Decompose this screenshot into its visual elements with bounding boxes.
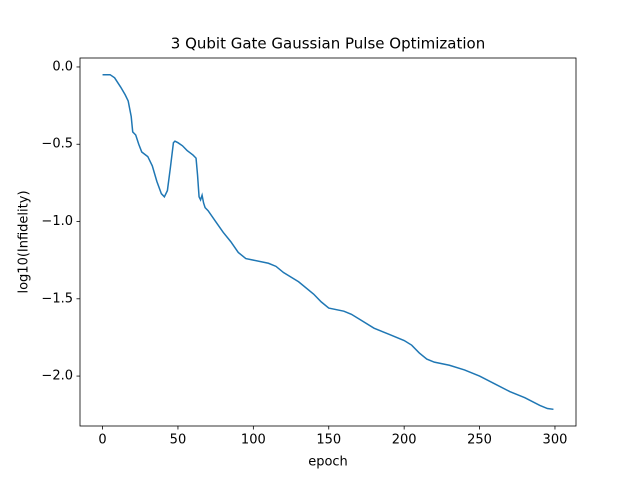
x-tick-label: 300 [543, 433, 568, 448]
y-axis-label: log10(Infidelity) [17, 190, 32, 293]
axes-frame [79, 57, 577, 427]
y-tick-label: −1.0 [41, 214, 73, 229]
chart-title: 3 Qubit Gate Gaussian Pulse Optimization [171, 35, 485, 53]
x-tick-label: 100 [241, 433, 266, 448]
x-tick-label: 200 [392, 433, 417, 448]
y-tick-label: −2.0 [41, 369, 73, 384]
y-tick-label: −0.5 [41, 137, 73, 152]
x-tick-label: 0 [98, 433, 106, 448]
x-tick-label: 50 [170, 433, 187, 448]
x-tick-label: 250 [467, 433, 492, 448]
y-tick-label: −1.5 [41, 291, 73, 306]
x-tick-label: 150 [316, 433, 341, 448]
x-axis-label: epoch [308, 455, 348, 470]
y-tick-label: 0.0 [52, 59, 73, 74]
data-line [102, 73, 554, 411]
